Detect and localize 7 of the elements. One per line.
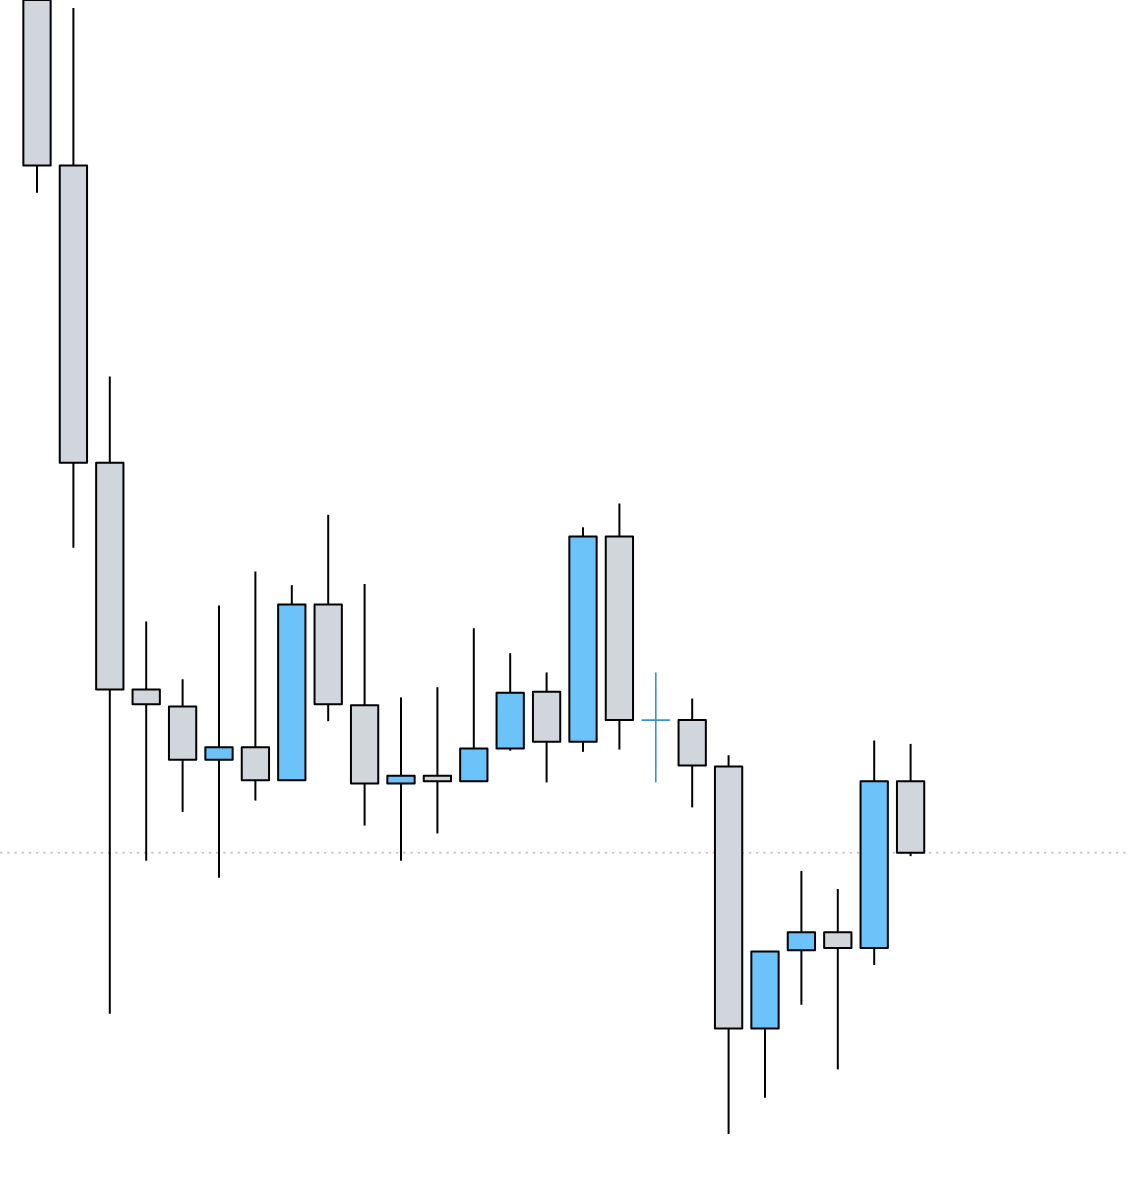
candlestick xyxy=(422,686,453,835)
candlestick xyxy=(386,696,416,862)
candlestick xyxy=(823,888,853,1071)
candlestick xyxy=(786,869,817,1006)
candlestick xyxy=(204,604,234,879)
candlestick xyxy=(131,620,161,862)
candlestick xyxy=(641,671,671,784)
